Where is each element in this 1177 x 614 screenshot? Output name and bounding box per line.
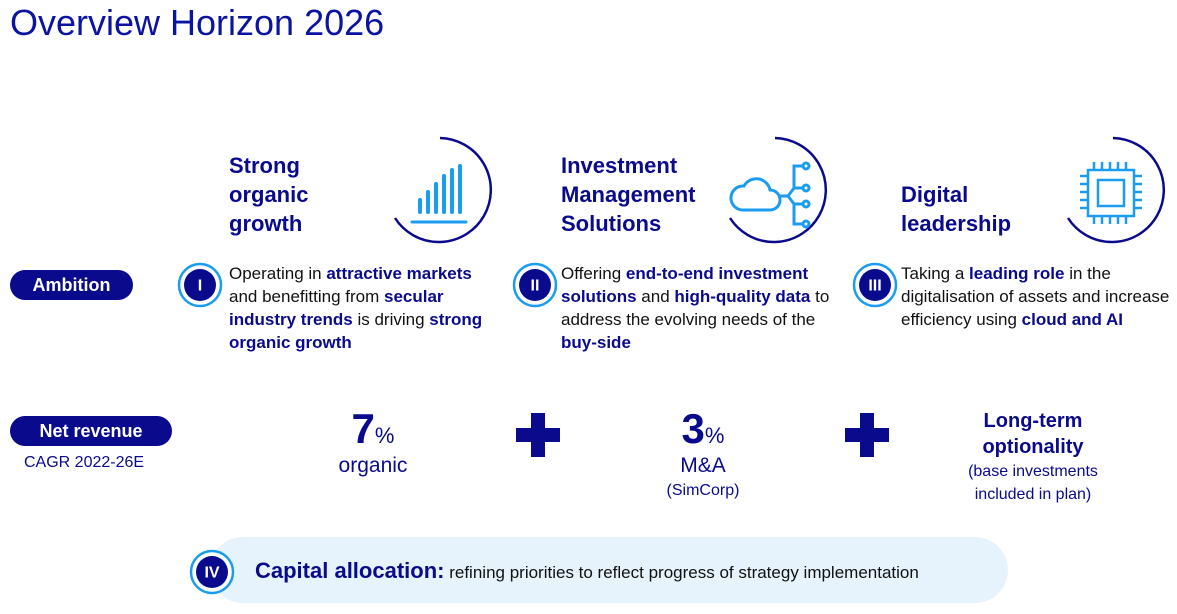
arc: [393, 136, 492, 244]
heading-line: organic: [229, 182, 309, 207]
numeral: III: [868, 278, 881, 295]
pillar-text: Offering end-to-end investment solutions…: [561, 262, 831, 354]
pillar-heading: Strong organic growth: [229, 148, 308, 238]
text-segment: Offering: [561, 264, 626, 283]
text-segment: buy-side: [561, 333, 631, 352]
heading-line: Digital: [901, 182, 969, 207]
heading-line: growth: [229, 211, 303, 236]
arc: [1066, 136, 1165, 244]
numeral-badge: [196, 556, 228, 588]
text-segment: leading role: [969, 264, 1065, 283]
text-segment: to address the evolving needs of the: [561, 287, 830, 329]
net-revenue-label: Net revenue: [10, 416, 172, 446]
revenue-label: Long-term optionality: [982, 410, 1084, 458]
text-segment: attractive markets: [326, 264, 472, 283]
growth-icon: [410, 164, 468, 224]
value: 7: [351, 405, 375, 452]
numeral: IV: [204, 565, 219, 582]
text-segment: secular industry trends: [229, 287, 444, 329]
pillar-text: Operating in attractive markets and bene…: [229, 262, 499, 354]
revenue-value: 3%: [593, 405, 813, 453]
heading-line: Strong: [229, 153, 300, 178]
arc: [728, 136, 827, 244]
chip-icon: [1080, 162, 1142, 224]
text-segment: and benefitting from: [229, 287, 384, 306]
unit: %: [374, 423, 395, 448]
text-segment: strong organic growth: [229, 310, 483, 352]
revenue-note: (SimCorp): [666, 482, 740, 499]
capital-panel: [210, 537, 1008, 603]
pillar-text: Taking a leading role in the digitalisat…: [901, 262, 1171, 331]
capital-title: Capital allocation:: [255, 558, 445, 583]
revenue-label: M&A: [680, 454, 726, 477]
pillar-heading: Digital leadership: [901, 148, 1011, 238]
capital-body: refining priorities to reflect progress …: [449, 563, 919, 582]
text-segment: and: [636, 287, 675, 306]
text-segment: cloud and AI: [1021, 310, 1124, 329]
value: 3: [681, 405, 705, 452]
heading-line: leadership: [901, 211, 1012, 236]
text-segment: in the digitalisation of assets and incr…: [901, 264, 1170, 329]
heading-line: Management: [561, 182, 696, 207]
numeral-badge: [184, 269, 216, 301]
revenue-item: 7% organic: [263, 405, 483, 479]
numeral: II: [531, 278, 540, 295]
cloud-icon: [729, 161, 811, 229]
revenue-note: (base investments included in plan): [968, 463, 1098, 503]
heading-line: Solutions: [561, 211, 662, 236]
heading-line: Investment: [561, 153, 678, 178]
capital-text: Capital allocation: refining priorities …: [255, 558, 919, 584]
cagr-label: CAGR 2022-26E: [24, 454, 145, 471]
text-segment: high-quality data: [674, 287, 811, 306]
revenue-item: 3% M&A (SimCorp): [593, 405, 813, 502]
title: Overview Horizon 2026: [10, 2, 385, 43]
ambition-label: Ambition: [10, 270, 133, 300]
revenue-label: organic: [338, 454, 408, 477]
numeral-badge: [859, 269, 891, 301]
text-segment: end-to-end investment solutions: [561, 264, 809, 306]
text-segment: Operating in: [229, 264, 327, 283]
unit: %: [704, 423, 725, 448]
revenue-value: 7%: [263, 405, 483, 453]
plus-icons: [516, 413, 889, 457]
text-segment: is driving: [352, 310, 430, 329]
numeral: I: [198, 278, 202, 295]
revenue-item: Long-term optionality (base investments i…: [923, 408, 1143, 506]
pillar-heading: Investment Management Solutions: [561, 148, 695, 238]
numeral-badge: [519, 269, 551, 301]
text-segment: Taking a: [901, 264, 970, 283]
